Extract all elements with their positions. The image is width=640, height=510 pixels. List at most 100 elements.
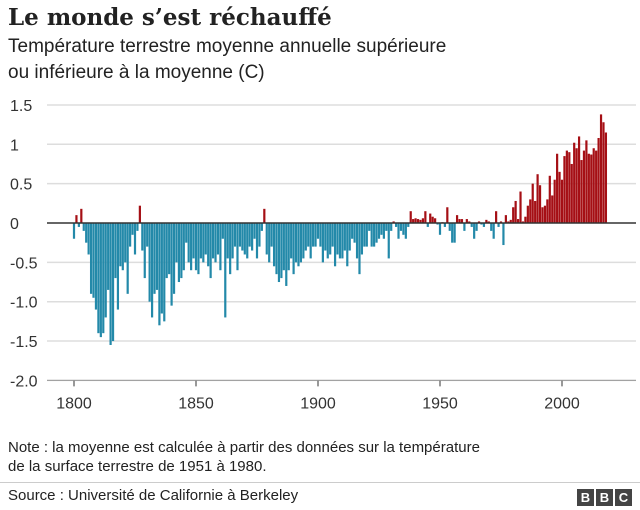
bar-1965 [475, 223, 478, 231]
bar-1877 [260, 223, 263, 231]
bar-1943 [421, 218, 425, 223]
bar-1856 [209, 223, 212, 279]
bar-2016 [599, 114, 603, 223]
bar-1917 [358, 223, 361, 275]
bar-1812 [102, 223, 105, 334]
bar-1873 [251, 223, 254, 251]
x-tick-label: 1900 [300, 395, 336, 412]
bar-1942 [419, 219, 422, 223]
bar-1898 [312, 223, 315, 247]
bar-1854 [204, 223, 207, 255]
bar-1900 [316, 223, 320, 239]
bar-1909 [338, 223, 342, 259]
bar-1946 [429, 213, 432, 223]
bar-1955 [451, 223, 454, 243]
bar-1843 [177, 223, 181, 283]
x-tick-label: 2000 [544, 395, 580, 412]
bar-1807 [89, 223, 93, 294]
bar-1903 [324, 223, 327, 251]
bar-1988 [531, 183, 534, 223]
footer-divider [0, 482, 640, 483]
bar-1890 [292, 223, 295, 275]
bar-1999 [558, 171, 561, 223]
bar-1855 [207, 223, 210, 267]
y-tick-label: -0.5 [10, 255, 38, 272]
y-tick-label: 1 [10, 137, 19, 154]
bar-1804 [82, 223, 85, 231]
bar-1978 [507, 221, 510, 223]
bar-1835 [158, 223, 161, 326]
bar-1974 [497, 223, 500, 227]
bar-1980 [512, 207, 515, 223]
bar-1945 [426, 223, 429, 227]
y-tick-label: 0 [10, 216, 19, 233]
bar-chart: 1.5 1 0.5 0 -0.5 -1.0 -1.5 -2.0 1800 1850 1900 1950… [10, 98, 636, 412]
bar-1879 [265, 223, 268, 255]
bar-1827 [138, 205, 141, 223]
bar-1915 [353, 223, 356, 243]
bar-1826 [136, 223, 139, 231]
bar-1858 [214, 223, 217, 263]
bar-1848 [190, 223, 193, 271]
bar-1869 [241, 223, 244, 251]
bar-1911 [343, 223, 346, 251]
bar-1874 [253, 223, 256, 239]
bar-2009 [582, 150, 586, 223]
bar-1832 [150, 223, 154, 318]
bar-1960 [463, 223, 466, 231]
bar-1956 [453, 223, 456, 243]
bar-1894 [302, 223, 305, 259]
source-text: Source : Université de Californie à Berk… [8, 487, 299, 504]
bar-1976 [502, 223, 505, 246]
bar-1967 [480, 223, 483, 225]
bar-1829 [143, 223, 146, 279]
bar-1952 [443, 223, 446, 227]
logo-letter: B [577, 489, 594, 506]
bar-1828 [141, 223, 144, 251]
bar-1897 [309, 223, 312, 259]
bar-1918 [360, 223, 364, 255]
bar-1937 [407, 223, 410, 227]
bar-1866 [233, 223, 237, 247]
bar-1863 [226, 223, 229, 259]
bar-1862 [224, 223, 227, 318]
bar-1916 [355, 223, 359, 259]
bar-1997 [553, 179, 556, 223]
bar-1971 [490, 223, 493, 231]
bar-1844 [180, 223, 183, 279]
bar-1992 [541, 207, 544, 223]
bar-1931 [392, 221, 395, 223]
chart-note: Note : la moyenne est calculée à partir … [8, 438, 633, 476]
bar-1883 [275, 223, 278, 275]
bar-1893 [299, 223, 303, 263]
bar-1987 [529, 199, 532, 223]
note-line: de la surface terrestre de 1951 à 1980. [8, 458, 267, 475]
bar-1922 [370, 223, 373, 247]
bar-1936 [404, 223, 407, 239]
bar-1940 [414, 218, 417, 223]
chart-subtitle: Température terrestre moyenne annuelle s… [8, 34, 628, 86]
subtitle-line: ou inférieure à la moyenne (C) [8, 62, 265, 83]
subtitle-line: Température terrestre moyenne annuelle s… [8, 36, 447, 57]
bar-1805 [85, 223, 88, 243]
bar-1839 [168, 223, 171, 275]
bar-1981 [514, 200, 517, 223]
bar-1907 [333, 223, 337, 267]
bar-1969 [485, 219, 488, 223]
bar-1841 [172, 223, 176, 294]
bar-1868 [238, 223, 242, 247]
bar-1830 [146, 223, 149, 247]
bar-1985 [524, 216, 527, 223]
y-tick-label: -2.0 [10, 373, 38, 390]
bar-1899 [314, 223, 317, 247]
bar-1904 [326, 223, 329, 259]
bar-1895 [304, 223, 307, 251]
bar-1881 [270, 223, 273, 247]
bar-2007 [577, 136, 581, 223]
bar-1914 [351, 223, 354, 239]
bar-1888 [287, 223, 290, 271]
bar-1824 [131, 223, 134, 235]
bar-2001 [563, 156, 566, 223]
bar-1870 [243, 223, 246, 255]
bar-1818 [116, 223, 120, 310]
